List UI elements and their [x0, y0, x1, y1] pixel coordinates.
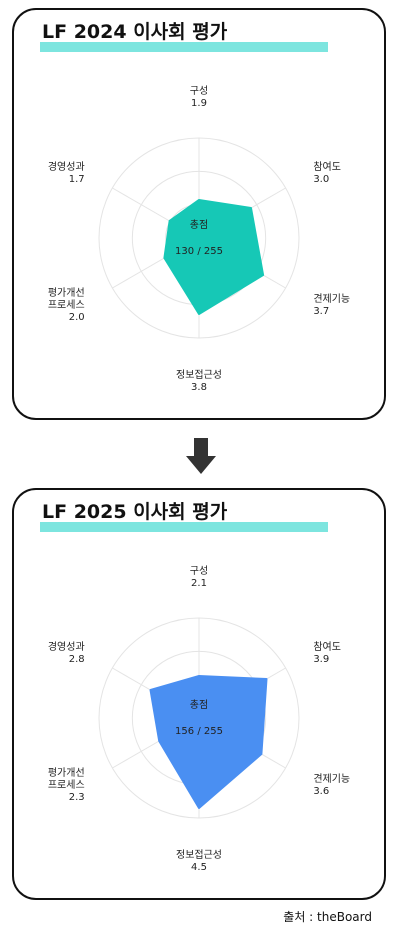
axis-category-label: 경영성과 — [48, 160, 85, 173]
axis-label: 견제기능 3.6 — [313, 773, 350, 797]
axis-value-label: 2.1 — [191, 578, 207, 589]
axis-category-label: 정보접근성 — [176, 369, 222, 381]
axis-value-label: 3.7 — [313, 306, 329, 317]
radar-chart-2025: 총점 156 / 255 구성 2.1 참여도 3.9 견제기능 3.6 정보접근성 4.5 평가개… — [48, 565, 350, 873]
center-label: 총점 — [190, 219, 208, 231]
axis-category-label: 구성 — [190, 565, 208, 577]
axis-label: 경영성과 1.7 — [48, 160, 85, 185]
radar-chart-2024: 총점 130 / 255 구성 1.9 참여도 3.0 견제기능 3.7 정보접근성 3.8 평가개… — [48, 85, 350, 393]
axis-label: 참여도 3.9 — [313, 641, 341, 665]
axis-label: 참여도 3.0 — [313, 161, 341, 185]
axis-value-label: 3.0 — [313, 174, 329, 185]
axis-category-label: 평가개선 — [48, 287, 85, 299]
axis-category-label: 참여도 — [313, 161, 341, 173]
chart-panel-2024: LF 2024 이사회 평가 총점 130 / 255 구성 1.9 참여도 3.0 견제기… — [12, 8, 386, 420]
chart-panel-2025: LF 2025 이사회 평가 총점 156 / 255 구성 2.1 참여도 3.9 견제기… — [12, 488, 386, 900]
axis-category-label: 평가개선 — [48, 767, 85, 779]
axis-label: 평가개선 프로세스 2.0 — [48, 287, 85, 323]
axis-category-label: 정보접근성 — [176, 849, 222, 861]
title-highlight-bar — [40, 42, 328, 52]
source-credit: 출처 : theBoard — [283, 910, 372, 924]
axis-value-label: 4.5 — [191, 862, 207, 873]
axis-label: 견제기능 3.7 — [313, 293, 350, 317]
down-arrow-icon — [186, 438, 216, 474]
axis-label: 구성 2.1 — [190, 565, 208, 589]
axis-label: 정보접근성 3.8 — [176, 369, 222, 393]
axis-value-label: 2.3 — [69, 792, 85, 803]
radar-series-area — [163, 199, 265, 315]
axis-category-label: 참여도 — [313, 641, 341, 653]
axis-value-label: 2.8 — [69, 654, 85, 665]
axis-value-label: 2.0 — [69, 312, 85, 323]
axis-value-label: 3.9 — [313, 654, 329, 665]
center-value: 130 / 255 — [175, 246, 223, 257]
axis-label: 구성 1.9 — [190, 85, 208, 109]
axis-label: 평가개선 프로세스 2.3 — [48, 767, 85, 803]
axis-category-label: 견제기능 — [313, 773, 350, 785]
axis-category-label: 견제기능 — [313, 293, 350, 305]
axis-value-label: 3.8 — [191, 382, 207, 393]
axis-category-label: 경영성과 — [48, 640, 85, 653]
title-highlight-bar — [40, 522, 328, 532]
axis-value-label: 1.7 — [69, 174, 85, 185]
axis-category-label: 프로세스 — [48, 299, 85, 311]
chart-title: LF 2025 이사회 평가 — [42, 501, 228, 523]
center-value: 156 / 255 — [175, 726, 223, 737]
axis-value-label: 3.6 — [313, 786, 329, 797]
axis-category-label: 구성 — [190, 85, 208, 97]
axis-label: 경영성과 2.8 — [48, 640, 85, 665]
chart-title: LF 2024 이사회 평가 — [42, 21, 228, 43]
center-label: 총점 — [190, 699, 208, 711]
axis-category-label: 프로세스 — [48, 779, 85, 791]
axis-value-label: 1.9 — [191, 98, 207, 109]
radar-series-area — [149, 675, 268, 809]
axis-label: 정보접근성 4.5 — [176, 849, 222, 873]
